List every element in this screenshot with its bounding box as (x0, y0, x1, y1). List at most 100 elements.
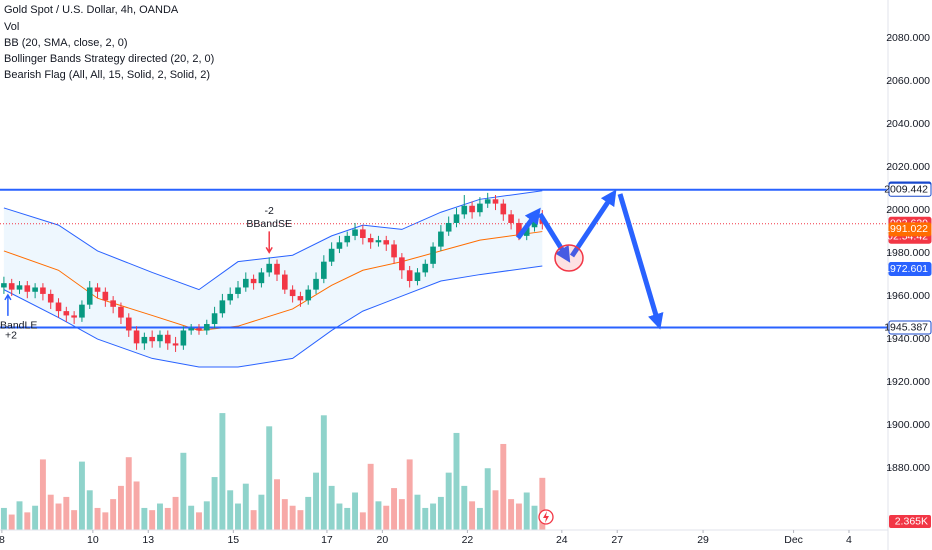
volume-bar (515, 503, 522, 530)
y-tick-label: 1960.000 (886, 290, 930, 302)
x-tick-label: 29 (697, 534, 709, 546)
x-tick-label: 10 (87, 534, 99, 546)
candle-body (445, 222, 452, 232)
volume-bar (297, 510, 304, 530)
volume-bar (102, 512, 109, 530)
volume-bar (94, 507, 101, 530)
y-tick-label: 1980.000 (886, 247, 930, 259)
candle-body (461, 205, 468, 215)
candle-body (133, 330, 140, 344)
candle-body (266, 263, 273, 273)
volume-bar (250, 510, 257, 530)
volume-bar (359, 512, 366, 530)
candle-body (188, 328, 194, 331)
projection-arrow (569, 189, 617, 258)
y-tick-label: 1880.000 (886, 462, 930, 474)
volume-bar (531, 505, 538, 530)
volume-bar (484, 468, 491, 530)
volume-bar (211, 477, 218, 530)
y-tick-label: 1920.000 (886, 376, 930, 388)
volume-bar (133, 481, 140, 530)
candle-body (203, 324, 210, 331)
price-badge (888, 261, 932, 276)
candle-body (414, 272, 421, 282)
volume-bar (196, 512, 202, 530)
candle-body (313, 278, 319, 290)
candle-body (180, 330, 187, 346)
price-badge-label: 1972.601 (884, 263, 928, 275)
signal-label: -2 (265, 205, 274, 217)
volume-bar (39, 459, 46, 530)
volume-bar (492, 490, 499, 530)
price-badge (888, 222, 932, 237)
candle-body (250, 278, 257, 284)
legend-title: Gold Spot / U.S. Dollar, 4h, OANDA (4, 4, 179, 16)
volume-bar (375, 501, 382, 530)
candle-body (360, 229, 366, 239)
volume-bar (453, 432, 460, 530)
candle-body (196, 328, 202, 331)
candle-body (63, 311, 70, 316)
signal-arrow (265, 231, 273, 254)
candle-body (438, 231, 444, 247)
volume-bar (539, 477, 546, 530)
price-badge-label: 1945.387 (884, 321, 928, 333)
candle-body (242, 278, 249, 288)
candle-body (47, 293, 54, 303)
candle-body (235, 287, 241, 294)
volume-bar (71, 510, 78, 530)
volume-bar (0, 507, 7, 530)
projection-arrow (516, 207, 541, 240)
volume-bar (8, 514, 15, 530)
volume-bar (469, 501, 476, 530)
volume-bar (141, 507, 148, 530)
volume-bar (110, 499, 117, 530)
candle-body (79, 304, 85, 318)
candle-body (71, 315, 77, 318)
band-line (3, 265, 543, 368)
x-tick-label: 8 (0, 534, 5, 546)
x-tick-label: 17 (321, 534, 333, 546)
volume-bar (391, 488, 398, 530)
volume-bar (164, 507, 171, 530)
signal-label: BBandSE (246, 218, 292, 230)
band-line (3, 190, 543, 291)
volume-bar (398, 499, 405, 530)
x-tick-label: 27 (611, 534, 623, 546)
candle-body (1, 283, 7, 288)
candle-body (94, 287, 101, 292)
volume-bar (281, 499, 288, 530)
volume-bar (86, 490, 93, 530)
y-tick-label: 2000.000 (886, 204, 930, 216)
candle-body (406, 270, 413, 282)
replay-icon (538, 509, 554, 525)
candle-body (211, 313, 218, 325)
candle-body (274, 263, 280, 275)
volume-bar (437, 496, 444, 530)
legend-indicator: Vol (4, 21, 19, 33)
volume-bar (336, 503, 343, 530)
volume-bar (55, 503, 62, 530)
price-badge-label: 2009.442 (884, 184, 928, 196)
volume-bar (16, 501, 23, 530)
candle-body (219, 300, 226, 314)
candle-body (484, 199, 491, 204)
candle-body (391, 244, 397, 258)
candle-body (477, 203, 483, 213)
candle-body (157, 334, 163, 342)
legend-indicator: BB (20, SMA, close, 2, 0) (4, 37, 128, 49)
y-tick-label: 2060.000 (886, 75, 930, 87)
candle-body (172, 343, 179, 346)
volume-badge (889, 515, 931, 528)
candle-body (508, 214, 514, 223)
candle-body (422, 263, 429, 273)
candle-body (328, 248, 335, 262)
projection-arrow (617, 193, 664, 330)
volume-bar (227, 490, 234, 530)
candle-body (297, 296, 304, 301)
candle-body (336, 242, 343, 249)
price-badge-label: 1991.022 (884, 223, 928, 235)
candle-body (289, 289, 296, 297)
candle-body (352, 229, 358, 236)
